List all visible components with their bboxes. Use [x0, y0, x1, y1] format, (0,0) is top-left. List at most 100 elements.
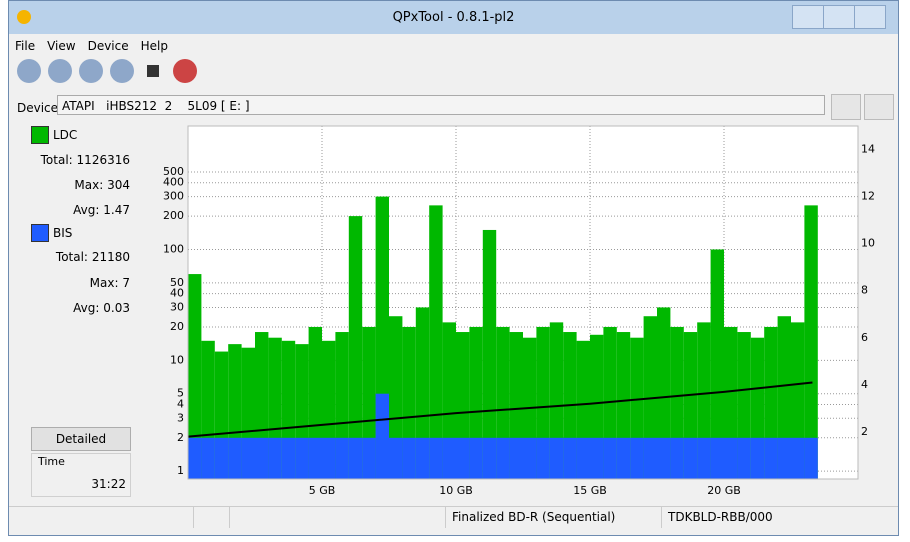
bis-avg: Avg: 0.03 — [17, 301, 130, 315]
ldc-swatch — [31, 126, 49, 144]
status-cell — [193, 506, 229, 528]
ldc-bar — [429, 205, 443, 479]
tool-button[interactable] — [17, 59, 41, 83]
y2-tick-label: 2 — [861, 425, 868, 438]
lock-button[interactable] — [864, 94, 894, 120]
y2-tick-label: 10 — [861, 237, 875, 250]
chart: 1234510203040501002003004005002468101214… — [163, 125, 875, 497]
text: 7 — [122, 276, 130, 290]
y2-tick-label: 8 — [861, 284, 868, 297]
status-media-id: TDKBLD-RBB/000 — [661, 506, 877, 528]
bis-bar — [536, 437, 550, 479]
bis-bar — [523, 437, 537, 479]
text: Max: — [74, 178, 104, 192]
menu-item[interactable]: View — [47, 39, 76, 53]
tool-button[interactable] — [79, 59, 103, 83]
ldc-bar — [804, 205, 818, 479]
y-tick-label: 30 — [170, 300, 184, 313]
device-select[interactable]: ATAPI iHBS212 2 5L09 [ E: ] — [57, 95, 825, 115]
eject-button[interactable] — [831, 94, 861, 120]
y-tick-label: 40 — [170, 287, 184, 300]
time-value: 31:22 — [91, 477, 126, 491]
minimize-button[interactable] — [792, 5, 824, 29]
status-medium: Finalized BD-R (Sequential) — [445, 506, 661, 528]
bis-bar — [255, 437, 269, 479]
ldc-bar — [348, 216, 363, 479]
bis-bar — [496, 437, 510, 479]
text: 21180 — [91, 250, 130, 264]
bis-bar — [188, 437, 202, 479]
tool-button[interactable] — [110, 59, 134, 83]
detailed-button[interactable]: Detailed — [31, 427, 131, 451]
menu-item[interactable]: Help — [140, 39, 168, 53]
bis-bar — [509, 437, 523, 479]
bis-bar — [750, 437, 765, 479]
maximize-button[interactable] — [823, 5, 855, 29]
menu-item[interactable]: Device — [87, 39, 129, 53]
bis-bar — [281, 437, 296, 479]
bis-bar — [429, 437, 443, 479]
device-label: Device: — [17, 101, 63, 115]
close-button[interactable] — [854, 5, 886, 29]
speed-line — [187, 381, 813, 438]
bis-bar — [362, 437, 376, 479]
stop-button[interactable] — [147, 65, 159, 77]
y-tick-label: 4 — [177, 397, 184, 410]
menu-item[interactable]: File — [15, 39, 36, 53]
time-box: Time 31:22 — [31, 453, 131, 497]
ldc-bar — [482, 229, 497, 479]
y-tick-label: 400 — [163, 176, 184, 189]
bis-bar — [549, 437, 564, 479]
ldc-avg: Avg: 1.47 — [17, 203, 130, 217]
y2-tick-label: 12 — [861, 190, 875, 203]
y-tick-label: 300 — [163, 190, 184, 203]
bis-bar — [375, 393, 389, 479]
ldc-bar — [710, 249, 724, 479]
bis-bar — [764, 437, 778, 479]
text: Avg: — [73, 301, 100, 315]
bis-bar — [322, 437, 336, 479]
y-tick-label: 3 — [177, 411, 184, 424]
y2-tick-label: 4 — [861, 378, 868, 391]
bis-bar — [563, 437, 577, 479]
bis-label: BIS — [53, 226, 73, 240]
ldc-max: Max: 304 — [17, 178, 130, 192]
bis-bar — [402, 437, 416, 479]
text: 0.03 — [103, 301, 130, 315]
bis-bar — [683, 437, 698, 479]
bis-bar — [308, 437, 322, 479]
bis-bar — [335, 437, 349, 479]
bis-bar — [228, 437, 242, 479]
text: 1.47 — [103, 203, 130, 217]
title-bar: QPxTool - 0.8.1-pl2 — [9, 1, 898, 34]
status-cell — [229, 506, 445, 528]
bis-bar — [389, 437, 403, 479]
y-tick-label: 2 — [177, 431, 184, 444]
text: 1126316 — [76, 153, 130, 167]
ldc-bar — [415, 307, 430, 479]
settings-button[interactable] — [173, 59, 197, 83]
bis-bar — [643, 437, 657, 479]
x-tick-label: 15 GB — [573, 484, 607, 497]
text: 304 — [107, 178, 130, 192]
bis-bar — [214, 437, 229, 479]
text: Total: — [55, 250, 88, 264]
bis-bar — [791, 437, 805, 479]
status-bar — [9, 506, 898, 529]
bis-bar — [697, 437, 711, 479]
bis-bar — [590, 437, 604, 479]
y-tick-label: 500 — [163, 165, 184, 178]
text: Total: — [40, 153, 73, 167]
bis-bar — [201, 437, 215, 479]
bis-bar — [657, 437, 671, 479]
y-tick-label: 20 — [170, 320, 184, 333]
bis-bar — [348, 437, 363, 479]
ldc-bar — [657, 307, 671, 479]
y-tick-label: 10 — [170, 353, 184, 366]
bis-bar — [630, 437, 644, 479]
tool-button[interactable] — [48, 59, 72, 83]
y-tick-label: 100 — [163, 242, 184, 255]
ldc-label: LDC — [53, 128, 78, 142]
bis-bar — [576, 437, 590, 479]
